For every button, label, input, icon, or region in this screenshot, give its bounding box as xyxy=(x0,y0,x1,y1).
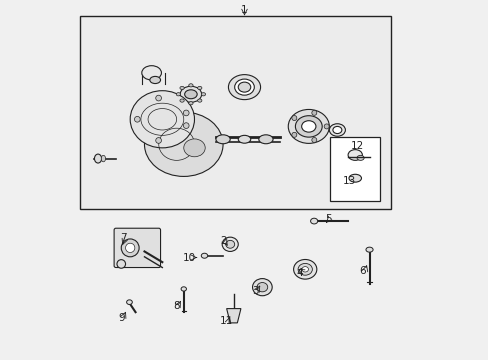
Circle shape xyxy=(155,138,161,143)
Ellipse shape xyxy=(142,66,161,80)
Circle shape xyxy=(324,124,328,129)
Ellipse shape xyxy=(356,156,364,160)
Ellipse shape xyxy=(188,102,193,105)
Circle shape xyxy=(291,116,296,121)
Text: 7: 7 xyxy=(120,233,126,243)
Ellipse shape xyxy=(216,135,230,144)
Circle shape xyxy=(121,239,139,257)
Ellipse shape xyxy=(144,112,223,176)
Ellipse shape xyxy=(238,82,250,92)
Text: 5: 5 xyxy=(325,213,331,224)
Ellipse shape xyxy=(234,79,254,95)
Text: 4: 4 xyxy=(296,268,303,278)
Text: 9: 9 xyxy=(118,312,124,323)
Circle shape xyxy=(183,110,189,116)
Ellipse shape xyxy=(365,247,372,252)
Ellipse shape xyxy=(238,135,250,143)
Ellipse shape xyxy=(188,84,193,87)
Ellipse shape xyxy=(183,139,205,157)
Ellipse shape xyxy=(301,121,315,132)
Ellipse shape xyxy=(180,86,201,102)
Polygon shape xyxy=(226,309,241,323)
Text: 2: 2 xyxy=(219,236,226,246)
Ellipse shape xyxy=(180,99,184,102)
Text: 1: 1 xyxy=(241,5,247,15)
Circle shape xyxy=(183,123,189,129)
Ellipse shape xyxy=(332,126,341,134)
Ellipse shape xyxy=(149,76,160,84)
Ellipse shape xyxy=(130,91,194,148)
Ellipse shape xyxy=(252,279,272,296)
Ellipse shape xyxy=(225,240,234,248)
Ellipse shape xyxy=(181,287,186,291)
Ellipse shape xyxy=(201,93,205,96)
Circle shape xyxy=(311,110,316,115)
Ellipse shape xyxy=(328,124,345,136)
Ellipse shape xyxy=(176,93,180,96)
Ellipse shape xyxy=(295,116,322,137)
Text: 3: 3 xyxy=(251,287,258,296)
Ellipse shape xyxy=(293,260,316,279)
Text: 13: 13 xyxy=(342,176,355,186)
Bar xyxy=(80,16,390,208)
Text: 8: 8 xyxy=(173,301,180,311)
Ellipse shape xyxy=(302,267,308,272)
Ellipse shape xyxy=(184,90,197,99)
Ellipse shape xyxy=(298,264,312,275)
Ellipse shape xyxy=(180,86,184,90)
Ellipse shape xyxy=(222,237,238,251)
Text: 6: 6 xyxy=(358,266,365,276)
Ellipse shape xyxy=(197,86,202,90)
Bar xyxy=(329,137,380,202)
Ellipse shape xyxy=(258,135,272,144)
Ellipse shape xyxy=(201,253,207,258)
Ellipse shape xyxy=(347,150,362,160)
Circle shape xyxy=(311,138,316,143)
Ellipse shape xyxy=(310,218,317,224)
Text: 11: 11 xyxy=(220,316,233,326)
Ellipse shape xyxy=(101,156,105,162)
Circle shape xyxy=(117,260,125,268)
Ellipse shape xyxy=(228,75,260,100)
Text: 10: 10 xyxy=(182,252,195,262)
Ellipse shape xyxy=(126,300,132,305)
FancyBboxPatch shape xyxy=(114,228,160,267)
Circle shape xyxy=(291,132,296,137)
Ellipse shape xyxy=(94,154,102,163)
Circle shape xyxy=(155,95,161,101)
Circle shape xyxy=(134,116,140,122)
Ellipse shape xyxy=(287,109,328,143)
Text: 12: 12 xyxy=(350,141,364,151)
Ellipse shape xyxy=(257,283,267,292)
Ellipse shape xyxy=(348,174,361,182)
Ellipse shape xyxy=(197,99,202,102)
Circle shape xyxy=(125,243,135,252)
